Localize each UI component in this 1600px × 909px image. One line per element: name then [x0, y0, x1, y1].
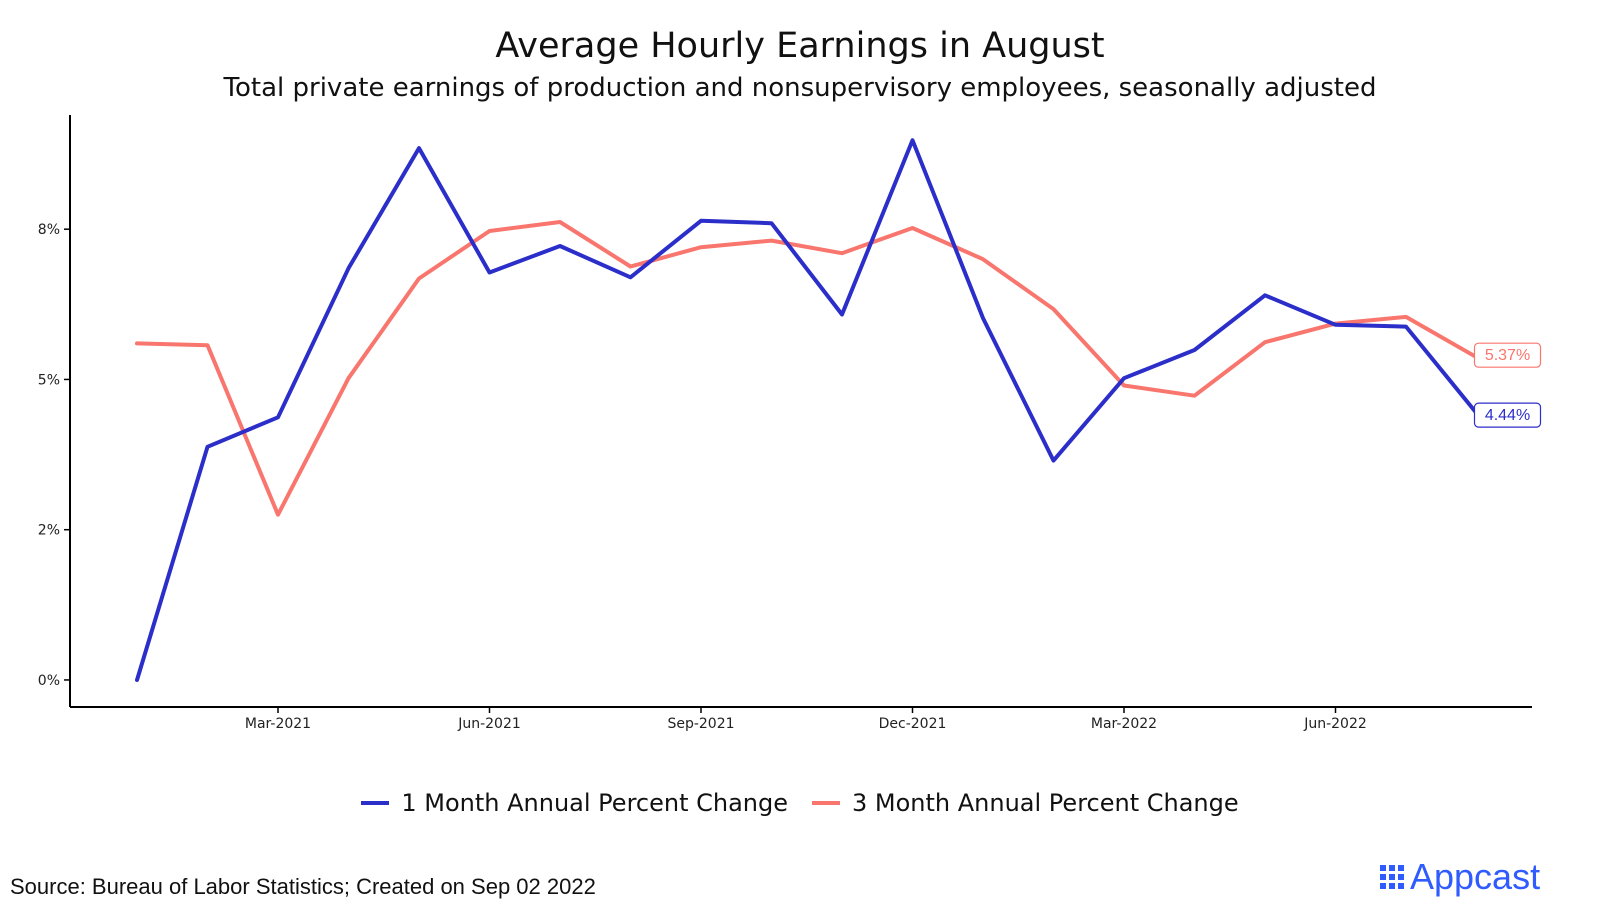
end-label-3-month: 5.37%: [1473, 342, 1542, 368]
appcast-logo: Appcast: [1380, 856, 1540, 898]
end-label-box: [1473, 402, 1542, 428]
x-tick-label: Sep-2021: [667, 716, 734, 732]
chart-subtitle: Total private earnings of production and…: [223, 73, 1377, 103]
end-label-text: 5.37%: [1485, 347, 1530, 364]
chart-title: Average Hourly Earnings in August: [495, 26, 1105, 66]
legend-swatch: [361, 801, 390, 805]
y-tick-label: 8%: [38, 222, 60, 238]
legend-swatch: [812, 801, 840, 805]
source-note: Source: Bureau of Labor Statistics; Crea…: [10, 874, 596, 899]
legend-item-1-month: 1 Month Annual Percent Change: [361, 789, 788, 817]
end-label-1-month: 4.44%: [1473, 402, 1542, 428]
end-label-text: 4.44%: [1485, 407, 1530, 424]
end-label-box: [1473, 342, 1542, 368]
y-tick-label: 5%: [38, 372, 60, 388]
x-tick-label: Jun-2022: [1303, 716, 1367, 732]
legend-label: 3 Month Annual Percent Change: [852, 789, 1239, 817]
chart-legend: 1 Month Annual Percent Change 3 Month Ann…: [0, 783, 1600, 817]
x-tick-label: Mar-2021: [245, 716, 311, 732]
series-line-1-month: [135, 138, 1479, 682]
chart-end-labels: 4.44% 5.37%: [1473, 342, 1542, 428]
x-tick-label: Mar-2022: [1091, 716, 1157, 732]
x-tick-label: Jun-2021: [457, 716, 521, 732]
legend-label: 1 Month Annual Percent Change: [401, 789, 788, 817]
line-chart: 0% 2% 5% 8% Mar-2021 Jun-2021 Sep-2021 Dec-2021…: [38, 115, 1542, 732]
chart-axes: 0% 2% 5% 8% Mar-2021 Jun-2021 Sep-2021 Dec-2021…: [38, 115, 1532, 732]
chart-series-layer: [135, 138, 1479, 682]
legend-item-3-month: 3 Month Annual Percent Change: [812, 789, 1239, 817]
y-tick-label: 2%: [38, 523, 60, 539]
appcast-logo-icon: [1380, 865, 1404, 889]
series-line-3-month: [135, 220, 1479, 517]
x-tick-label: Dec-2021: [879, 716, 947, 732]
y-tick-label: 0%: [38, 673, 60, 689]
appcast-logo-text: Appcast: [1410, 856, 1541, 897]
